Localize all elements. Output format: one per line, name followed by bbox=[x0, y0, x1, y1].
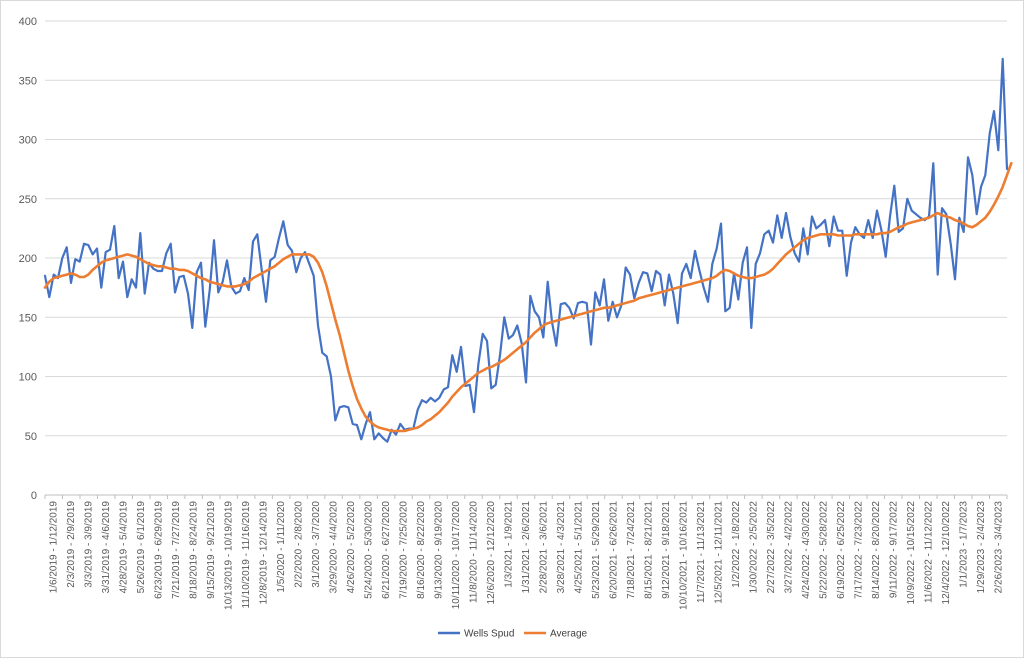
x-tick-label: 2/27/2022 - 3/5/2022 bbox=[766, 501, 777, 594]
x-tick-label: 10/11/2020 - 10/17/2020 bbox=[451, 501, 462, 610]
y-tick-label: 0 bbox=[31, 490, 37, 502]
x-tick-label: 5/26/2019 - 6/1/2019 bbox=[136, 501, 147, 594]
x-tick-label: 5/22/2022 - 5/28/2022 bbox=[818, 501, 829, 599]
x-tick-label: 12/8/2019 - 12/14/2019 bbox=[259, 501, 270, 605]
x-tick-label: 1/2/2022 - 1/8/2022 bbox=[731, 501, 742, 588]
x-tick-label: 12/6/2020 - 12/12/2020 bbox=[486, 501, 497, 605]
y-tick-label: 150 bbox=[19, 312, 37, 324]
y-tick-label: 50 bbox=[25, 431, 37, 443]
x-tick-label: 12/5/2021 - 12/11/2021 bbox=[713, 501, 724, 604]
x-tick-label: 1/3/2021 - 1/9/2021 bbox=[504, 501, 515, 588]
x-tick-label: 4/28/2019 - 5/4/2019 bbox=[119, 501, 130, 594]
x-axis-labels: 1/6/2019 - 1/12/2019 2/3/2019 - 2/9/2019 3… bbox=[49, 501, 1005, 610]
y-tick-label: 300 bbox=[19, 135, 37, 147]
y-tick-label: 350 bbox=[19, 75, 37, 87]
legend: Wells Spud Average bbox=[438, 629, 588, 640]
x-tick-label: 4/24/2022 - 4/30/2022 bbox=[801, 501, 812, 599]
x-tick-label: 10/10/2021 - 10/16/2021 bbox=[678, 501, 689, 610]
x-tick-label: 3/29/2020 - 4/4/2020 bbox=[329, 501, 340, 594]
x-tick-label: 2/28/2021 - 3/6/2021 bbox=[538, 501, 549, 594]
x-tick-label: 6/21/2020 - 6/27/2020 bbox=[381, 501, 392, 599]
x-tick-label: 9/11/2022 - 9/17/2022 bbox=[888, 501, 899, 599]
x-tick-label: 8/14/2022 - 8/20/2022 bbox=[871, 501, 882, 599]
x-tick-label: 4/26/2020 - 5/2/2020 bbox=[346, 501, 357, 594]
x-tick-label: 3/28/2021 - 4/3/2021 bbox=[556, 501, 567, 594]
x-tick-label: 2/3/2019 - 2/9/2019 bbox=[66, 501, 77, 588]
x-tick-label: 12/4/2022 - 12/10/2022 bbox=[941, 501, 952, 605]
x-axis-tick-marks bbox=[44, 495, 1008, 499]
x-tick-label: 8/18/2019 - 8/24/2019 bbox=[189, 501, 200, 599]
x-tick-label: 10/9/2022 - 10/15/2022 bbox=[906, 501, 917, 605]
x-tick-label: 3/27/2022 - 4/2/2022 bbox=[783, 501, 794, 594]
y-tick-label: 250 bbox=[19, 194, 37, 206]
series-lines bbox=[43, 57, 1013, 443]
y-tick-label: 200 bbox=[19, 253, 37, 265]
x-tick-label: 5/24/2020 - 5/30/2020 bbox=[364, 501, 375, 599]
x-tick-label: 9/15/2019 - 9/21/2019 bbox=[206, 501, 217, 599]
x-tick-label: 1/30/2022 - 2/5/2022 bbox=[748, 501, 759, 594]
x-tick-label: 8/15/2021 - 8/21/2021 bbox=[643, 501, 654, 599]
x-tick-label: 9/13/2020 - 9/19/2020 bbox=[434, 501, 445, 599]
legend-label-wells-spud: Wells Spud bbox=[464, 629, 514, 640]
x-tick-label: 6/23/2019 - 6/29/2019 bbox=[154, 501, 165, 599]
x-tick-label: 1/6/2019 - 1/12/2019 bbox=[49, 501, 60, 594]
series-line-average bbox=[43, 161, 1013, 433]
x-tick-label: 11/7/2021 - 11/13/2021 bbox=[696, 501, 707, 603]
x-tick-label: 11/8/2020 - 11/14/2020 bbox=[469, 501, 480, 603]
x-tick-label: 11/6/2022 - 11/12/2022 bbox=[923, 501, 934, 603]
y-tick-label: 400 bbox=[19, 16, 37, 28]
x-tick-label: 6/20/2021 - 6/26/2021 bbox=[608, 501, 619, 599]
legend-label-average: Average bbox=[550, 629, 588, 640]
x-tick-label: 7/17/2022 - 7/23/2022 bbox=[853, 501, 864, 599]
x-tick-label: 1/1/2023 - 1/7/2023 bbox=[958, 501, 969, 588]
x-tick-label: 11/10/2019 - 11/16/2019 bbox=[241, 501, 252, 609]
x-tick-label: 2/2/2020 - 2/8/2020 bbox=[294, 501, 305, 588]
x-tick-label: 9/12/2021 - 9/18/2021 bbox=[661, 501, 672, 599]
x-tick-label: 1/29/2023 - 2/4/2023 bbox=[976, 501, 987, 594]
x-tick-label: 8/16/2020 - 8/22/2020 bbox=[416, 501, 427, 599]
x-tick-label: 1/5/2020 - 1/11/2020 bbox=[276, 501, 287, 593]
x-tick-label: 2/26/2023 - 3/4/2023 bbox=[993, 501, 1004, 594]
x-tick-label: 5/23/2021 - 5/29/2021 bbox=[591, 501, 602, 599]
y-axis-labels: 0 50 100 150 200 250 300 350 400 bbox=[19, 16, 37, 502]
x-tick-label: 7/18/2021 - 7/24/2021 bbox=[626, 501, 637, 599]
x-tick-label: 3/1/2020 - 3/7/2020 bbox=[311, 501, 322, 588]
x-tick-label: 7/19/2020 - 7/25/2020 bbox=[399, 501, 410, 599]
x-tick-label: 7/21/2019 - 7/27/2019 bbox=[171, 501, 182, 599]
x-tick-label: 3/31/2019 - 4/6/2019 bbox=[101, 501, 112, 594]
x-tick-label: 4/25/2021 - 5/1/2021 bbox=[573, 501, 584, 594]
x-tick-label: 1/31/2021 - 2/6/2021 bbox=[521, 501, 532, 594]
x-tick-label: 6/19/2022 - 6/25/2022 bbox=[836, 501, 847, 599]
x-tick-label: 10/13/2019 - 10/19/2019 bbox=[224, 501, 235, 610]
series-line-wells-spud bbox=[43, 57, 1009, 443]
y-tick-label: 100 bbox=[19, 372, 37, 384]
x-tick-label: 3/3/2019 - 3/9/2019 bbox=[84, 501, 95, 588]
